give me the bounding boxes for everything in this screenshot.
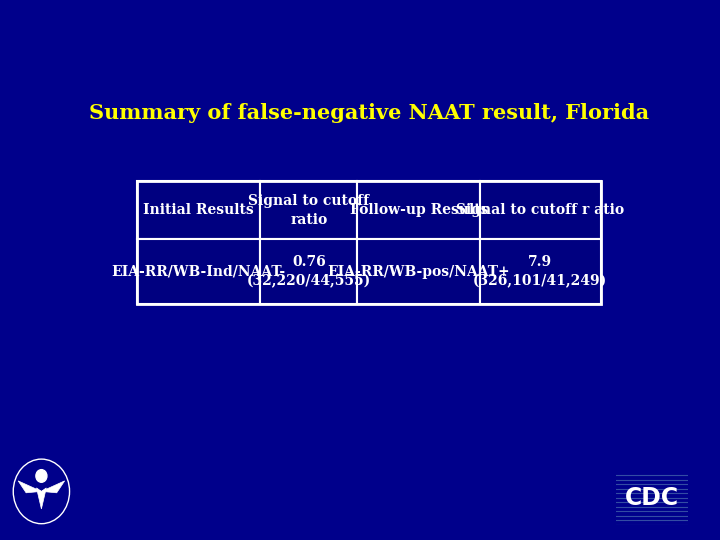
Bar — [138, 239, 260, 304]
Text: EIA-RR/WB-pos/NAAT+: EIA-RR/WB-pos/NAAT+ — [328, 265, 510, 279]
Text: Initial Results: Initial Results — [143, 204, 254, 217]
Text: Signal to cutoff r atio: Signal to cutoff r atio — [456, 204, 624, 217]
Bar — [138, 181, 260, 239]
Bar — [357, 239, 480, 304]
Circle shape — [36, 470, 47, 482]
Polygon shape — [18, 481, 42, 493]
Text: Summary of false-negative NAAT result, Florida: Summary of false-negative NAAT result, F… — [89, 103, 649, 123]
Text: CDC: CDC — [624, 486, 679, 510]
Text: 0.76
(32,220/44,555): 0.76 (32,220/44,555) — [247, 255, 371, 288]
Text: Follow-up Results: Follow-up Results — [349, 204, 488, 217]
Text: Signal to cutoff
ratio: Signal to cutoff ratio — [248, 194, 369, 227]
Polygon shape — [42, 481, 65, 493]
Bar — [357, 181, 480, 239]
Bar — [480, 239, 600, 304]
Text: 7.9
(326,101/41,249): 7.9 (326,101/41,249) — [473, 255, 608, 288]
Bar — [138, 181, 600, 304]
Bar — [480, 181, 600, 239]
Text: EIA-RR/WB-Ind/NAAT-: EIA-RR/WB-Ind/NAAT- — [112, 265, 286, 279]
Bar — [260, 181, 357, 239]
Bar — [260, 239, 357, 304]
Polygon shape — [37, 488, 46, 509]
